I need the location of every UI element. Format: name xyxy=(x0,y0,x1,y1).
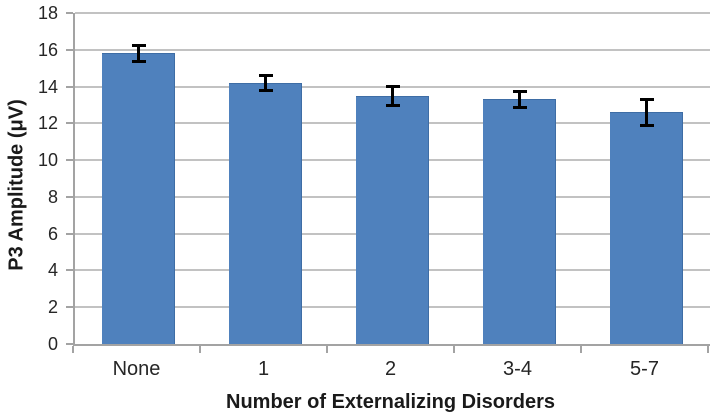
x-tick-label-2: 2 xyxy=(384,358,397,380)
y-tick-label: 16 xyxy=(37,39,58,60)
y-tick-label: 4 xyxy=(47,260,58,281)
x-axis-tick xyxy=(707,346,709,353)
y-tick-label: 12 xyxy=(37,113,58,134)
error-cap-bottom-2 xyxy=(385,103,400,107)
gridline-y-18 xyxy=(75,12,710,14)
y-tick-label: 2 xyxy=(47,297,58,318)
x-tick-label-1: 1 xyxy=(257,358,270,380)
y-tick-label: 8 xyxy=(47,186,58,207)
y-tick-label: 14 xyxy=(37,76,58,97)
error-cap-top-2 xyxy=(385,84,400,88)
error-bar-2 xyxy=(391,84,394,107)
x-tick-label-3-4: 3-4 xyxy=(503,358,532,380)
error-cap-bottom-5-7 xyxy=(639,124,654,127)
bar-None xyxy=(102,53,175,344)
bar-5-7 xyxy=(610,112,683,344)
error-bar-1 xyxy=(264,73,267,93)
error-cap-top-5-7 xyxy=(639,97,654,101)
bar-3-4 xyxy=(483,99,556,344)
y-axis-tick xyxy=(66,159,73,162)
bar-1 xyxy=(229,82,302,344)
y-axis-tick xyxy=(66,269,73,272)
y-axis-tick xyxy=(66,12,73,14)
error-bar-5-7 xyxy=(645,97,648,127)
gridline-y-16 xyxy=(75,48,710,51)
error-cap-top-None xyxy=(131,44,146,48)
error-cap-bottom-3-4 xyxy=(512,105,527,109)
x-tick-label-None: None xyxy=(112,358,161,380)
y-tick-label: 10 xyxy=(37,150,58,171)
x-axis-tick xyxy=(580,346,582,353)
y-axis-tick xyxy=(66,306,73,309)
y-axis-tick xyxy=(66,343,73,345)
y-tick-label: 18 xyxy=(37,3,58,23)
x-axis-tick xyxy=(199,346,201,353)
y-axis-tick xyxy=(66,122,73,125)
y-tick-label: 6 xyxy=(47,223,58,244)
y-axis-tick xyxy=(66,48,73,51)
error-cap-top-3-4 xyxy=(512,90,527,94)
y-tick-label: 0 xyxy=(47,334,58,354)
x-axis-tick xyxy=(72,346,74,353)
plot-area xyxy=(73,12,710,346)
error-cap-bottom-None xyxy=(131,59,146,63)
x-axis-title: Number of Externalizing Disorders xyxy=(226,391,555,413)
error-bar-3-4 xyxy=(518,90,521,109)
x-tick-label-5-7: 5-7 xyxy=(630,358,659,380)
y-axis-tick xyxy=(66,85,73,88)
y-axis-tick xyxy=(66,232,73,235)
x-axis-tick xyxy=(326,346,328,353)
y-axis-tick xyxy=(66,195,73,198)
error-bar-None xyxy=(137,44,140,63)
error-cap-bottom-1 xyxy=(258,89,273,93)
x-axis-tick xyxy=(453,346,455,353)
bar-2 xyxy=(356,95,429,344)
error-cap-top-1 xyxy=(258,73,273,77)
